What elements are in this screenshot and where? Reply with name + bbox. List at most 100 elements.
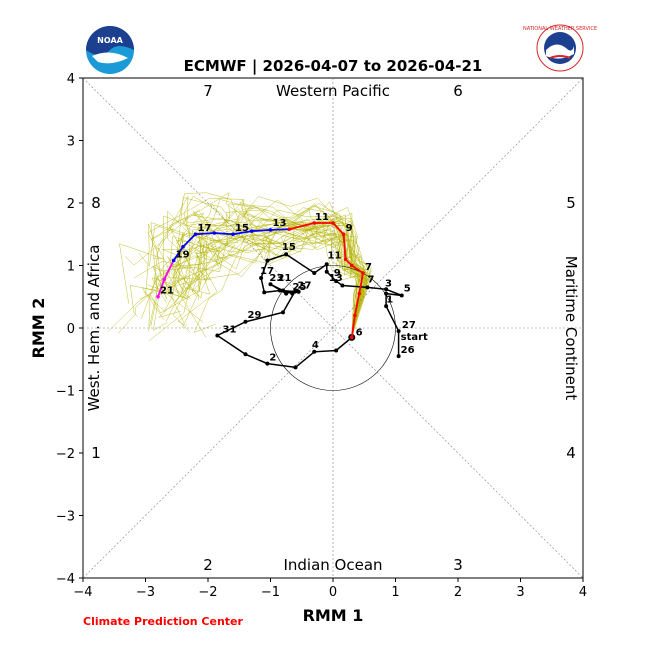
forecast-point <box>331 221 335 225</box>
observed-point <box>284 252 289 257</box>
chart-title: ECMWF | 2026-04-07 to 2026-04-21 <box>184 57 483 76</box>
forecast-point <box>341 232 346 237</box>
observed-day-label: 2 <box>269 352 276 363</box>
forecast-point <box>349 263 354 268</box>
forecast-segment <box>172 246 184 262</box>
y-tick-label: 0 <box>67 322 75 337</box>
observed-point <box>243 352 248 357</box>
observed-day-label: 7 <box>368 274 375 285</box>
phase-number-2: 2 <box>203 556 213 574</box>
forecast-segment <box>214 232 234 236</box>
x-tick-label: 2 <box>454 585 462 600</box>
observed-point <box>265 258 270 263</box>
y-tick-label: 3 <box>67 135 75 150</box>
observed-point <box>281 310 285 315</box>
forecast-point <box>343 257 348 262</box>
observed-line <box>215 253 403 369</box>
observed-point <box>265 361 270 366</box>
forecast-segment <box>195 232 215 236</box>
ensemble-member-line <box>150 205 365 338</box>
observed-day-label: 27 <box>402 320 416 331</box>
forecast-day-label: 7 <box>365 262 372 273</box>
forecast-day-label: 21 <box>160 286 174 297</box>
forecast-segment <box>353 293 361 316</box>
observed-day-label: 5 <box>404 284 411 295</box>
ensemble-member-line <box>107 224 360 338</box>
forecast-point <box>181 244 185 249</box>
observed-point <box>334 279 339 284</box>
y-tick-label: 4 <box>67 72 75 87</box>
observed-point <box>296 289 301 294</box>
observed-day-label: 25 <box>293 282 307 293</box>
forecast-point <box>361 271 365 275</box>
forecast-segment <box>232 230 252 236</box>
x-tick-label: 3 <box>516 585 524 600</box>
forecast-point <box>193 232 198 237</box>
observed-day-label: 15 <box>282 242 296 253</box>
phase-number-3: 3 <box>453 556 463 574</box>
y-tick-label: −2 <box>56 447 75 462</box>
phase-number-5: 5 <box>566 194 576 212</box>
observed-point <box>268 282 273 287</box>
noaa-logo-text: NOAA <box>97 36 123 45</box>
observed-point <box>384 291 389 296</box>
forecast-point <box>249 229 254 233</box>
phase-number-8: 8 <box>91 194 101 212</box>
observed-point <box>334 348 339 353</box>
region-label-top: Western Pacific <box>276 82 390 100</box>
y-tick-label: −4 <box>56 572 75 587</box>
ensemble-member-line <box>176 198 372 338</box>
observed-point <box>262 290 267 295</box>
forecast-point <box>349 335 354 340</box>
observed-point <box>312 349 317 354</box>
x-tick-label: 1 <box>391 585 399 600</box>
region-label-right: Maritime Continent <box>562 256 580 401</box>
footer-credit: Climate Prediction Center <box>83 615 243 628</box>
forecast-segment <box>251 228 271 233</box>
observed-point <box>324 269 329 274</box>
ensemble-member-line <box>169 225 367 338</box>
observed-day-label: 9 <box>334 268 341 279</box>
forecast-point <box>171 258 176 263</box>
forecast-segment <box>270 228 290 231</box>
observed-point <box>312 271 317 275</box>
phase-number-7: 7 <box>203 82 213 100</box>
observed-day-label: 31 <box>223 324 237 335</box>
diagonal-line-2 <box>82 77 584 579</box>
ensemble-member-line <box>156 218 367 338</box>
observed-day-label: 11 <box>328 251 342 262</box>
forecast-point <box>353 313 357 318</box>
region-label-bottom: Indian Ocean <box>283 556 382 574</box>
nws-logo: NATIONAL WEATHER SERVICE <box>523 24 597 72</box>
phase-number-4: 4 <box>566 444 576 462</box>
ensemble-member-line <box>165 220 371 338</box>
ensemble-member-line <box>172 224 372 338</box>
x-tick-label: 0 <box>329 585 337 600</box>
forecast-trajectory <box>156 221 365 340</box>
forecast-point <box>268 228 273 232</box>
unit-circle <box>270 265 396 391</box>
observed-point <box>365 285 370 290</box>
observed-day-label: 23 <box>269 273 283 284</box>
noaa-logo: NOAA <box>86 26 134 74</box>
observed-point <box>215 333 220 338</box>
observed-day-label: 29 <box>248 310 262 321</box>
forecast-point <box>212 231 217 235</box>
forecast-segment <box>157 278 166 298</box>
observed-point <box>384 304 389 309</box>
y-tick-label: 2 <box>67 197 75 212</box>
observed-point <box>290 291 295 296</box>
phase-number-6: 6 <box>453 82 463 100</box>
observed-point <box>293 365 298 370</box>
forecast-point <box>312 221 317 225</box>
forecast-point <box>162 277 167 282</box>
ensemble-member-line <box>172 197 369 338</box>
observed-point <box>277 288 282 293</box>
observed-point <box>281 288 285 293</box>
observed-day-label: 1 <box>386 294 393 305</box>
forecast-day-label: 17 <box>198 223 212 234</box>
observed-day-label: 4 <box>312 340 319 351</box>
observed-point <box>340 283 345 288</box>
forecast-day-label: 13 <box>273 218 287 229</box>
